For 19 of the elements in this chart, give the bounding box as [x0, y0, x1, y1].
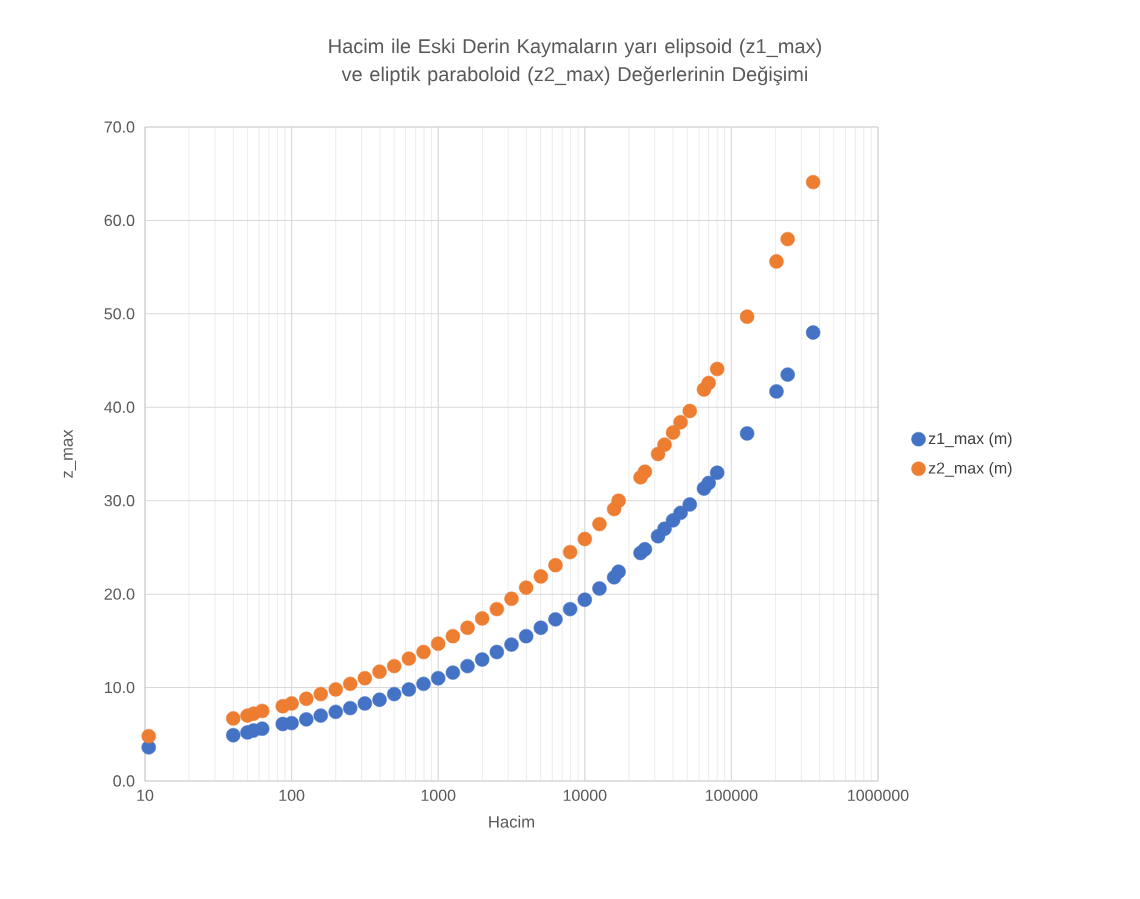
x-tick-label: 100	[279, 789, 305, 802]
x-tick-label: 1000000	[848, 789, 909, 802]
x-axis-title: Hacim	[489, 815, 534, 828]
y-tick-label: 60.0	[104, 214, 135, 227]
y-tick-label: 50.0	[104, 308, 135, 320]
y-tick-label: 40.0	[104, 401, 135, 413]
y-tick-label: 20.0	[104, 588, 135, 600]
x-tick-label: 10000	[563, 789, 607, 802]
y-tick-label: 30.0	[104, 495, 135, 507]
legend-label: z2_max (m)	[928, 461, 1012, 477]
chart-title: Hacim ile Eski Derin Kaymaların yarı elipsoid (z1_max) ve eliptik paraboloid (z2_max) Değerlerinin Değişimi	[329, 38, 821, 86]
x-tick-label: 100000	[705, 789, 758, 802]
y-tick-label: 0.0	[113, 775, 135, 787]
y-axis-title: z_max	[63, 429, 76, 478]
legend-label: z1_max (m)	[928, 432, 1012, 448]
x-tick-label: 1000	[421, 789, 456, 802]
y-tick-label: 10.0	[105, 681, 135, 694]
y-tick-label: 70.0	[104, 121, 135, 133]
x-tick-label: 10	[137, 789, 154, 802]
